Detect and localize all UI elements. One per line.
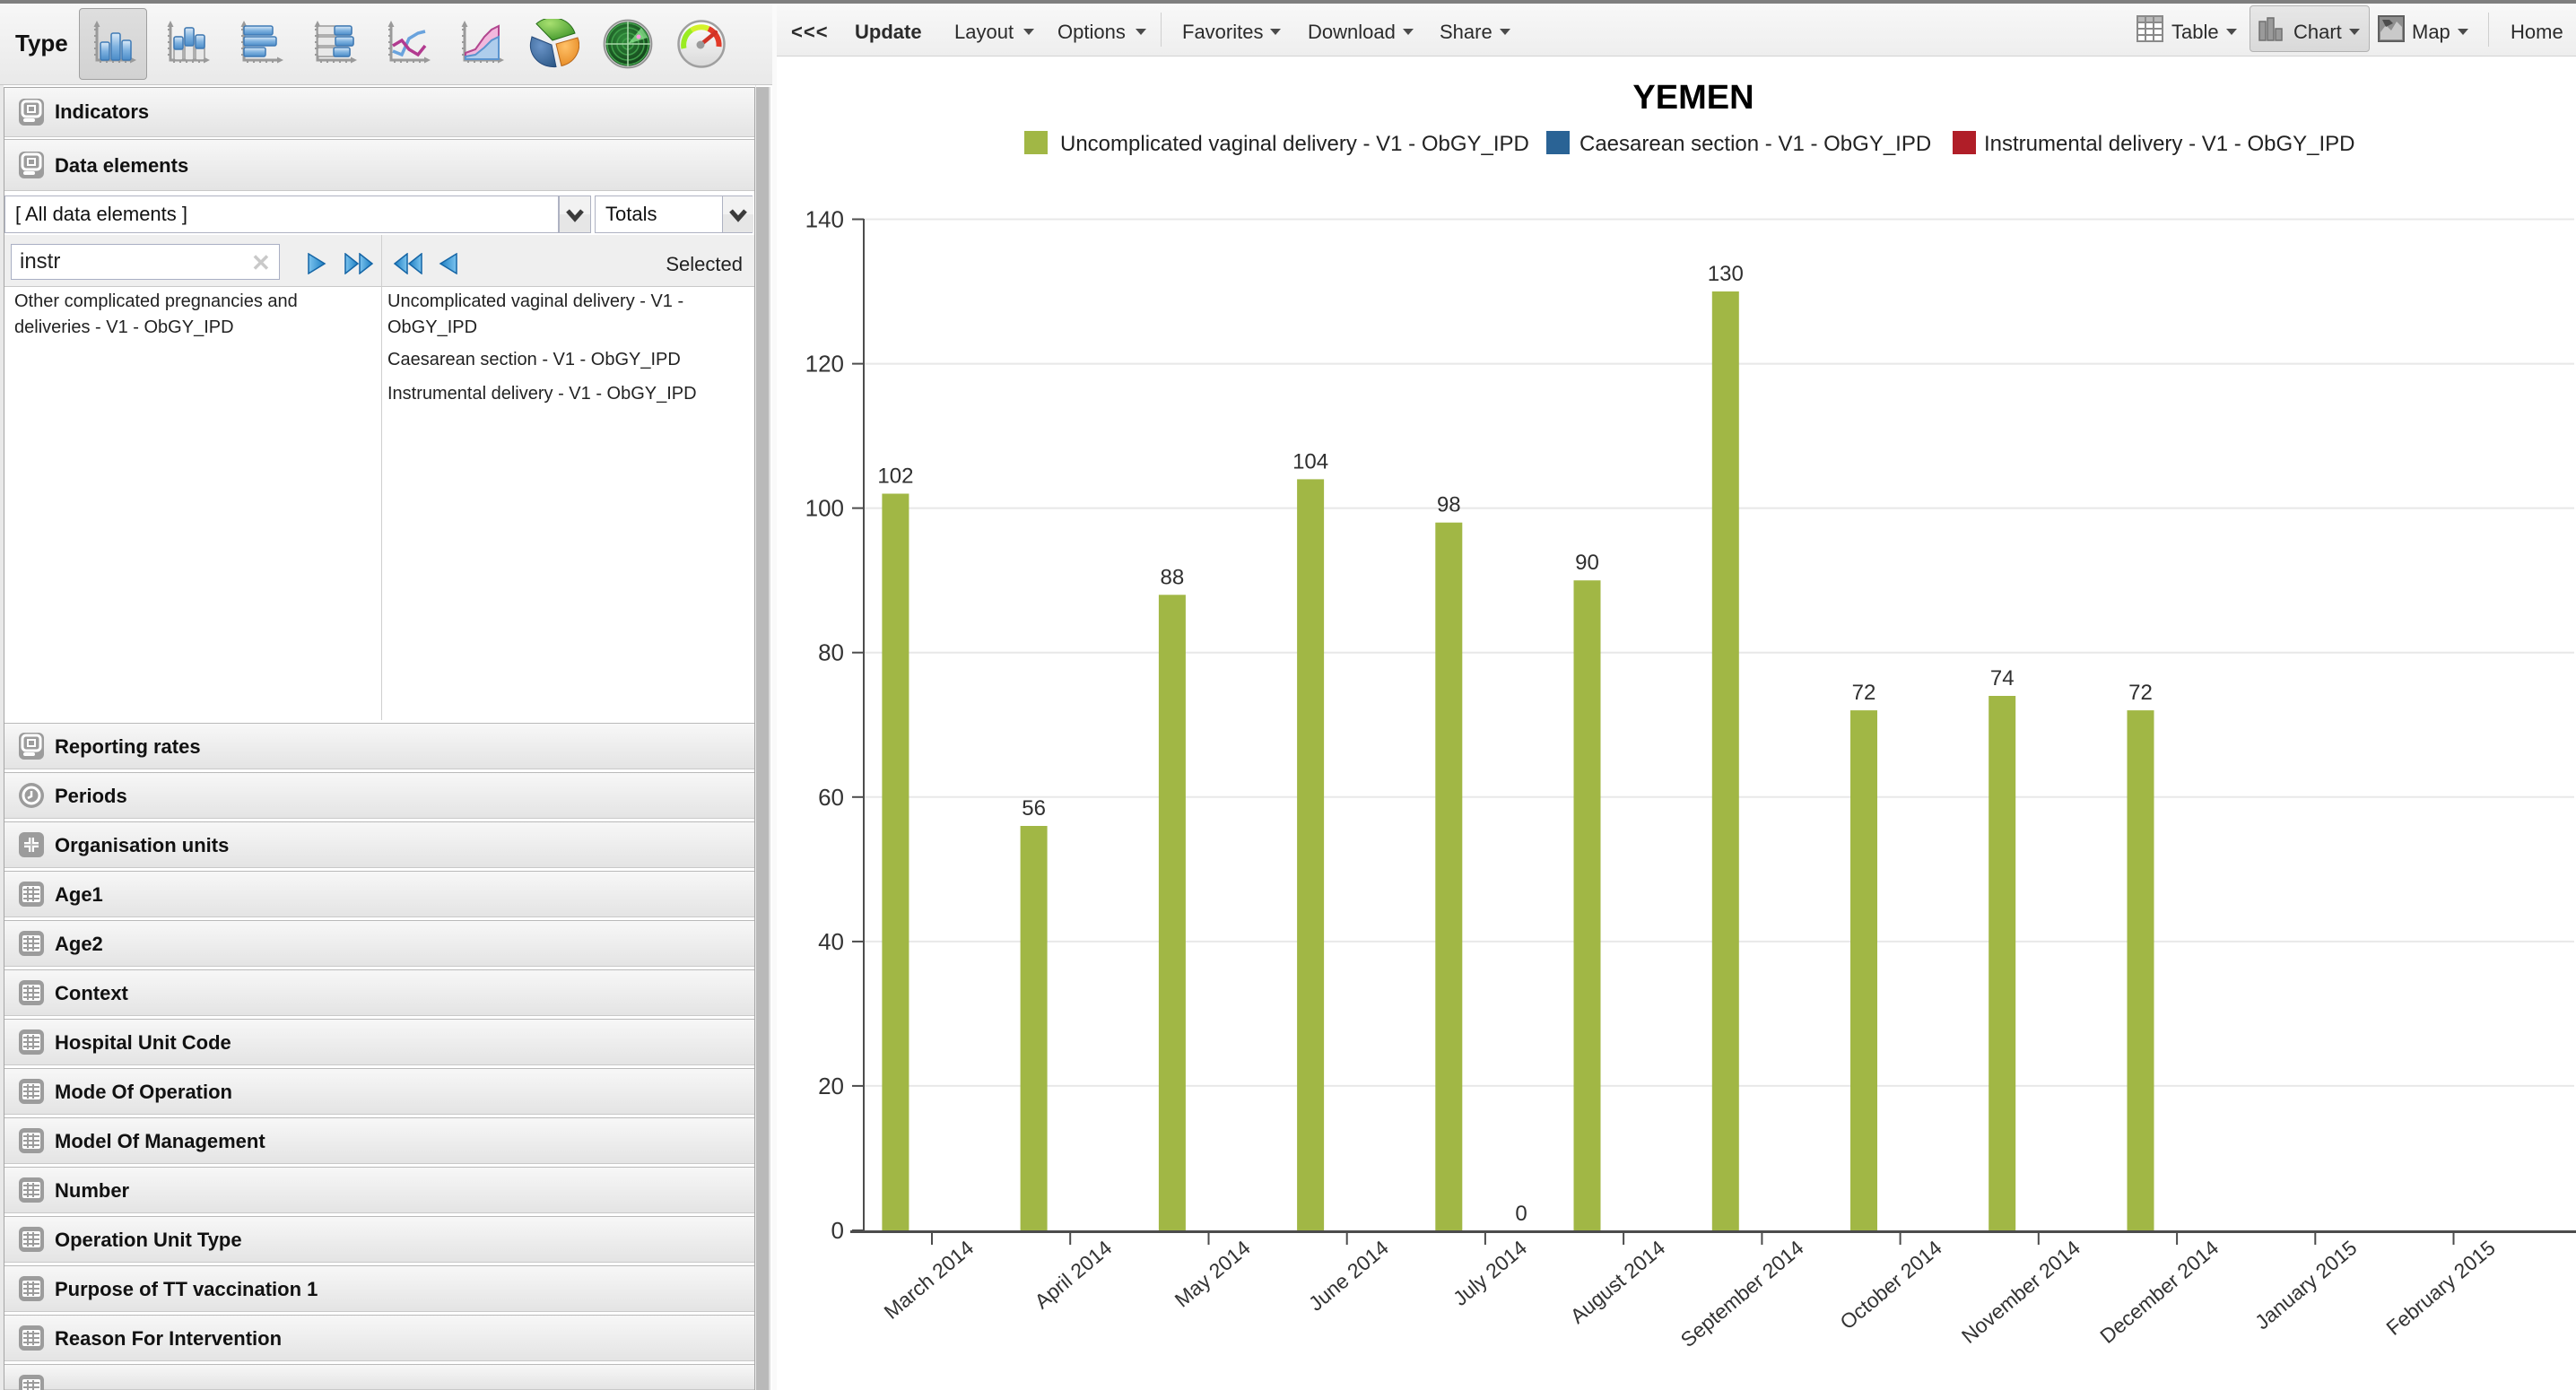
svg-text:Instrumental delivery - V1 - O: Instrumental delivery - V1 - ObGY_IPD	[1984, 132, 2354, 156]
svg-text:November 2014: November 2014	[1957, 1236, 2084, 1348]
svg-text:YEMEN: YEMEN	[1632, 79, 1754, 117]
svg-text:May 2014: May 2014	[1171, 1236, 1255, 1312]
svg-text:20: 20	[818, 1073, 844, 1099]
svg-text:88: 88	[1161, 565, 1185, 589]
svg-text:0: 0	[831, 1217, 844, 1244]
svg-text:0: 0	[1515, 1202, 1527, 1226]
svg-text:56: 56	[1022, 796, 1046, 821]
svg-text:September 2014: September 2014	[1676, 1236, 1808, 1351]
svg-text:140: 140	[805, 206, 844, 233]
svg-text:104: 104	[1292, 449, 1328, 473]
svg-text:April 2014: April 2014	[1030, 1236, 1116, 1314]
svg-text:December 2014: December 2014	[2095, 1236, 2223, 1348]
svg-text:100: 100	[805, 495, 844, 522]
svg-text:120: 120	[805, 351, 844, 378]
svg-text:98: 98	[1437, 493, 1461, 517]
svg-text:74: 74	[1990, 666, 2015, 691]
svg-text:January 2015: January 2015	[2250, 1236, 2361, 1334]
svg-text:July 2014: July 2014	[1449, 1236, 1531, 1310]
svg-text:June 2014: June 2014	[1304, 1236, 1393, 1316]
svg-text:August 2014: August 2014	[1566, 1236, 1670, 1328]
svg-text:February 2015: February 2015	[2381, 1236, 2499, 1340]
svg-text:80: 80	[818, 639, 844, 666]
svg-text:40: 40	[818, 928, 844, 955]
svg-text:130: 130	[1708, 262, 1744, 286]
svg-text:March 2014: March 2014	[879, 1236, 978, 1324]
svg-text:102: 102	[877, 465, 913, 489]
svg-text:72: 72	[2128, 681, 2153, 705]
svg-text:Caesarean section - V1 - ObGY_: Caesarean section - V1 - ObGY_IPD	[1580, 132, 1931, 156]
svg-text:October 2014: October 2014	[1835, 1236, 1946, 1334]
svg-text:60: 60	[818, 784, 844, 811]
svg-text:90: 90	[1575, 551, 1599, 575]
svg-text:72: 72	[1852, 681, 1876, 705]
svg-text:Uncomplicated vaginal delivery: Uncomplicated vaginal delivery - V1 - Ob…	[1060, 132, 1529, 156]
